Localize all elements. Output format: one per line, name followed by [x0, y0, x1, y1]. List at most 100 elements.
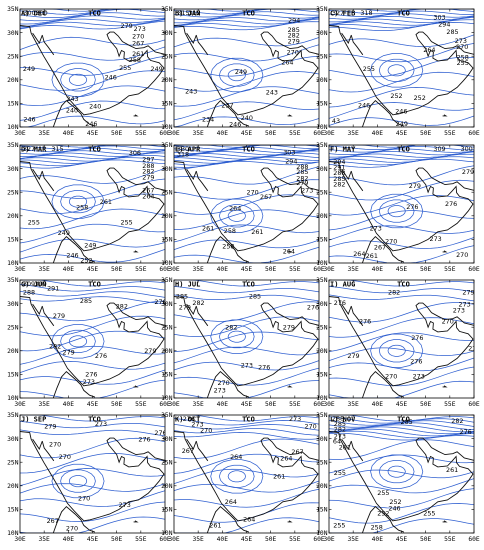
contour-value-label: 273 [95, 420, 107, 428]
lon-tick-label: 60E [468, 401, 480, 408]
coastline [133, 250, 139, 253]
coastline [442, 385, 448, 388]
contour-value-label: 282 [49, 342, 61, 350]
lat-tick-label: 20N [7, 483, 19, 490]
lon-tick-label: 55E [135, 536, 147, 543]
contour-value-label: 246 [105, 73, 117, 81]
lat-tick-label: 10N [161, 260, 173, 267]
tco-isoline [174, 194, 319, 215]
lat-tick-label: 20N [161, 77, 173, 84]
lat-tick-label: 25N [7, 189, 19, 196]
contour-value-label: 279 [53, 312, 65, 320]
coastline [195, 170, 209, 192]
lon-tick-label: 55E [444, 536, 456, 543]
contour-value-label: 285 [249, 292, 261, 300]
tco-isoline [219, 63, 255, 87]
tco-isoline [20, 70, 165, 91]
lon-tick-label: 45E [396, 401, 408, 408]
contour-value-label: 282 [296, 174, 308, 182]
lon-tick-label: 40E [63, 536, 75, 543]
tco-isoline [329, 22, 474, 31]
contour-value-label: 285 [296, 168, 308, 176]
lon-tick-label: 55E [289, 401, 301, 408]
lon-tick-label: 55E [444, 130, 456, 137]
tco-isoline [20, 284, 165, 292]
tco-isoline [174, 56, 319, 77]
contour-value-label: 291 [47, 284, 59, 292]
lat-tick-label: 35N [7, 412, 19, 419]
contour-value-label: 279 [296, 179, 308, 187]
contour-value-label: 285 [401, 418, 413, 426]
contour-value-label: 267 [260, 193, 272, 201]
tco-isoline [174, 488, 319, 508]
lon-tick-label: 35E [38, 536, 50, 543]
contour-value-label: 273 [468, 344, 480, 352]
lon-tick-label: 60E [468, 536, 480, 543]
contour-value-label: 261 [209, 522, 221, 530]
lon-tick-label: 40E [372, 401, 384, 408]
coastline [350, 305, 364, 327]
tco-isoline [329, 422, 474, 430]
tco-isoline [174, 428, 319, 436]
tco-isoline [20, 516, 165, 533]
contour-value-label: 279 [462, 289, 474, 297]
coastline [238, 167, 319, 252]
lon-tick-label: 50E [420, 536, 432, 543]
contour-value-label: 276 [359, 317, 371, 325]
contour-value-label: 285 [334, 420, 346, 428]
lon-tick-label: 55E [444, 401, 456, 408]
lat-tick-label: 35N [7, 6, 19, 13]
lon-tick-label: 45E [241, 266, 253, 273]
tco-isoline [329, 430, 474, 439]
coastline [329, 431, 394, 522]
contour-value-label: 252 [390, 92, 402, 100]
tco-isoline [20, 18, 165, 28]
panel-field-title: TCO [88, 281, 101, 289]
contour-value-label: 279 [179, 304, 191, 312]
contour-value-label: 279 [288, 37, 300, 45]
contour-value-label: 264 [280, 455, 292, 463]
tco-isoline [227, 330, 246, 343]
contour-layer: 282 279 276 273 276 273 270 276 279 273 276 273 270 [329, 280, 480, 398]
tco-isoline [20, 159, 165, 169]
panel-field-title: TCO [397, 281, 410, 289]
coastline [186, 438, 197, 450]
contour-value-label: 279 [409, 182, 421, 190]
contour-value-label: 273 [370, 224, 382, 232]
lat-tick-label: 35N [316, 412, 328, 419]
map-panel: 276 273270273270267264267264261264264261K… [161, 412, 325, 543]
tco-isoline [174, 86, 319, 107]
tco-isoline [227, 69, 246, 82]
lat-tick-label: 20N [7, 213, 19, 220]
coastline [361, 235, 405, 263]
coastline [186, 168, 197, 180]
coastline [393, 437, 474, 522]
contour-value-label: 270 [49, 441, 61, 449]
panel-background [174, 280, 319, 398]
contour-value-label: 285 [176, 292, 188, 300]
contour-value-label: 246 [358, 102, 370, 110]
coastline [20, 25, 85, 116]
coastline [350, 34, 364, 56]
contour-value-label: 327 [332, 9, 344, 17]
tco-isoline [174, 331, 319, 352]
tco-isoline [174, 418, 319, 426]
panel-field-title: TCO [88, 146, 101, 154]
lat-tick-label: 15N [161, 237, 173, 244]
lon-tick-label: 50E [111, 401, 123, 408]
coastline [287, 114, 293, 117]
contour-value-label: 285 [333, 175, 345, 183]
coastline [133, 385, 139, 388]
coastline [32, 32, 43, 44]
lon-tick-label: 40E [217, 266, 229, 273]
coastline [84, 31, 165, 116]
coastline [174, 161, 239, 252]
tco-isoline [329, 420, 474, 427]
tco-isoline [20, 296, 165, 304]
contour-value-label: 246 [388, 504, 400, 512]
lon-tick-label: 35E [38, 266, 50, 273]
lat-tick-label: 10N [7, 530, 19, 537]
